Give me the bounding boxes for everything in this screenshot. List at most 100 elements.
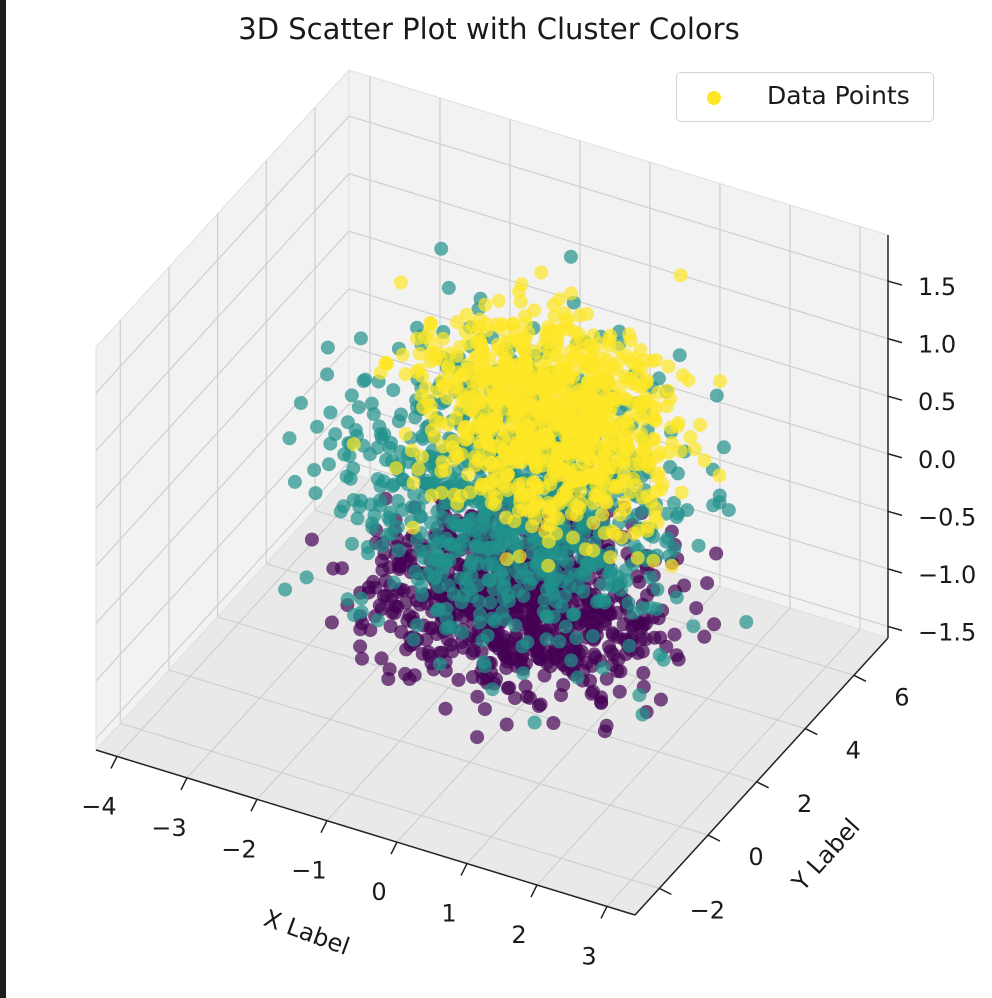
scatter-point-cluster-1 [278, 582, 293, 597]
scatter-point-cluster-2 [513, 294, 528, 309]
scatter-point-cluster-2 [566, 530, 580, 545]
scatter-point-cluster-2 [526, 474, 541, 489]
scatter-point-cluster-2 [665, 436, 680, 450]
scatter-point-cluster-0 [606, 627, 621, 642]
scatter-point-cluster-1 [293, 396, 308, 410]
scatter-point-cluster-1 [387, 575, 401, 590]
scatter-point-cluster-0 [304, 532, 319, 547]
y-tick [804, 727, 818, 736]
window-edge [0, 0, 6, 998]
scatter-point-cluster-1 [347, 608, 361, 623]
scatter-point-cluster-0 [324, 615, 339, 630]
scatter-point-cluster-0 [470, 730, 485, 745]
scatter-point-cluster-2 [486, 483, 501, 498]
scatter-point-cluster-0 [669, 648, 684, 663]
scatter-point-cluster-0 [465, 670, 480, 684]
scatter-point-cluster-1 [404, 500, 419, 515]
scatter-point-cluster-2 [623, 333, 638, 348]
y-tick-label: 0 [748, 843, 763, 871]
scatter-point-cluster-2 [557, 444, 572, 459]
scatter-point-cluster-1 [299, 570, 314, 585]
grid-y [120, 722, 660, 889]
scatter-point-cluster-2 [434, 485, 449, 500]
scatter-point-cluster-1 [430, 547, 445, 562]
scatter-point-cluster-2 [625, 356, 640, 371]
scatter-point-cluster-1 [354, 591, 369, 606]
scatter-point-cluster-2 [580, 361, 595, 376]
scatter-point-cluster-2 [592, 484, 607, 499]
scatter-point-cluster-2 [549, 526, 564, 541]
scatter-point-cluster-1 [441, 280, 456, 295]
scatter-point-cluster-1 [371, 613, 385, 628]
grid-x [116, 479, 371, 757]
scatter-point-cluster-2 [500, 483, 515, 498]
scatter-point-cluster-2 [435, 455, 450, 470]
scatter-point-cluster-2 [564, 286, 579, 301]
scatter-point-cluster-0 [375, 563, 390, 577]
scatter-point-cluster-1 [310, 419, 325, 434]
scatter-point-cluster-0 [632, 575, 647, 589]
scatter-point-cluster-1 [721, 503, 736, 518]
scatter-point-cluster-2 [519, 420, 534, 435]
scatter-point-cluster-2 [600, 353, 615, 367]
scatter-point-cluster-2 [478, 297, 493, 312]
scatter-point-cluster-1 [360, 540, 375, 554]
scatter-point-cluster-1 [424, 515, 438, 530]
legend-label: Data Points [767, 81, 910, 110]
scatter-point-cluster-1 [320, 340, 335, 355]
scatter-point-cluster-2 [346, 437, 361, 452]
scatter-point-cluster-2 [541, 335, 556, 350]
scatter-point-cluster-2 [583, 339, 598, 354]
scatter-point-cluster-1 [373, 479, 388, 494]
scatter-point-cluster-1 [663, 460, 677, 474]
scatter-point-cluster-2 [459, 307, 474, 322]
scatter-point-cluster-1 [539, 582, 554, 597]
scatter-point-cluster-2 [445, 434, 460, 449]
scatter-point-cluster-1 [552, 634, 567, 649]
scatter-point-cluster-1 [340, 592, 355, 607]
scatter-point-cluster-1 [497, 578, 512, 593]
scatter-point-cluster-1 [432, 602, 446, 617]
scatter-point-cluster-1 [353, 493, 368, 508]
scatter-point-cluster-2 [544, 385, 559, 400]
scatter-point-cluster-2 [660, 399, 675, 414]
scatter-point-cluster-2 [556, 462, 570, 477]
scatter-point-cluster-1 [353, 331, 368, 346]
scatter-point-cluster-2 [568, 392, 582, 407]
scatter-point-cluster-1 [472, 615, 487, 630]
y-tick-label: 6 [894, 683, 909, 711]
scatter-point-cluster-2 [648, 501, 663, 516]
scatter-point-cluster-1 [549, 594, 564, 609]
scatter-point-cluster-2 [499, 552, 514, 567]
scatter-point-cluster-2 [398, 427, 413, 441]
scatter-point-cluster-0 [612, 684, 627, 699]
scatter-point-cluster-1 [320, 367, 335, 382]
scatter-point-cluster-2 [585, 414, 600, 429]
scatter-point-cluster-2 [458, 324, 473, 339]
scatter-point-cluster-1 [483, 595, 498, 610]
scatter-point-cluster-1 [534, 547, 549, 562]
scatter-point-cluster-2 [596, 388, 611, 402]
grid-z [348, 173, 889, 340]
scatter-point-cluster-0 [355, 651, 369, 666]
x-tick [460, 863, 468, 876]
scatter-point-cluster-2 [509, 379, 524, 394]
scatter-point-cluster-1 [350, 511, 365, 526]
scatter-point-cluster-1 [570, 670, 585, 685]
scatter-point-cluster-1 [470, 578, 485, 593]
scatter-point-cluster-1 [592, 593, 607, 608]
scatter-point-cluster-2 [521, 325, 536, 340]
scatter-point-cluster-2 [693, 417, 708, 432]
scatter-point-cluster-2 [566, 474, 581, 489]
scatter-point-cluster-0 [533, 697, 548, 712]
scatter-point-cluster-1 [323, 405, 338, 420]
scatter-point-cluster-2 [636, 444, 651, 459]
scatter-point-cluster-0 [667, 627, 682, 642]
scatter-point-cluster-1 [386, 383, 401, 398]
scatter-point-cluster-1 [669, 510, 684, 524]
scatter-point-cluster-2 [447, 452, 461, 467]
x-axis-line [95, 749, 636, 916]
scatter-point-cluster-2 [489, 438, 504, 453]
x-tick [180, 777, 188, 791]
scatter-point-cluster-0 [653, 692, 668, 707]
